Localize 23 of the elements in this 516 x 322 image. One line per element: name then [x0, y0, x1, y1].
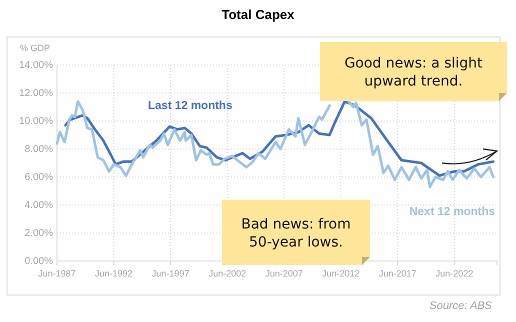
y-tick-label: 6.00% — [24, 172, 54, 184]
x-tick-label: Jun-2017 — [378, 268, 416, 278]
chart-title: Total Capex — [222, 7, 296, 22]
y-tick-label: 4.00% — [24, 200, 54, 212]
y-tick-label: 10.00% — [19, 116, 54, 128]
y-tick-label: 8.00% — [24, 144, 54, 156]
x-tick-label: Jun-2002 — [208, 268, 246, 278]
y-tick-label: 14.00% — [19, 60, 54, 72]
x-tick-label: Jun-1987 — [38, 268, 76, 278]
series-label: Last 12 months — [148, 100, 232, 112]
y-tick-label: 0.00% — [24, 256, 54, 268]
x-tick-label: Jun-2012 — [322, 268, 360, 278]
text: Next 12 months — [409, 206, 495, 218]
x-tick-label: Jun-2007 — [265, 268, 303, 278]
annotation: Bad news: from 50-year lows. — [241, 216, 351, 250]
source-note: Source: ABS — [429, 300, 493, 312]
annotation: Good news: a slight upward trend. — [344, 56, 484, 90]
y-tick-label: 12.00% — [19, 88, 54, 100]
y-axis-title: % GDP — [20, 43, 50, 53]
x-tick-label: Jun-1992 — [95, 268, 133, 278]
x-tick-label: Jun-1997 — [152, 268, 190, 278]
y-tick-label: 2.00% — [24, 228, 54, 240]
x-tick-label: Jun-2022 — [436, 268, 474, 278]
